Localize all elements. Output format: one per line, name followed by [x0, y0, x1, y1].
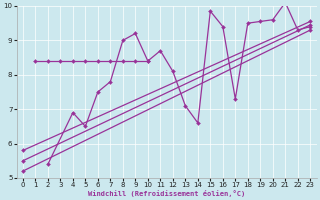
- X-axis label: Windchill (Refroidissement éolien,°C): Windchill (Refroidissement éolien,°C): [88, 190, 245, 197]
